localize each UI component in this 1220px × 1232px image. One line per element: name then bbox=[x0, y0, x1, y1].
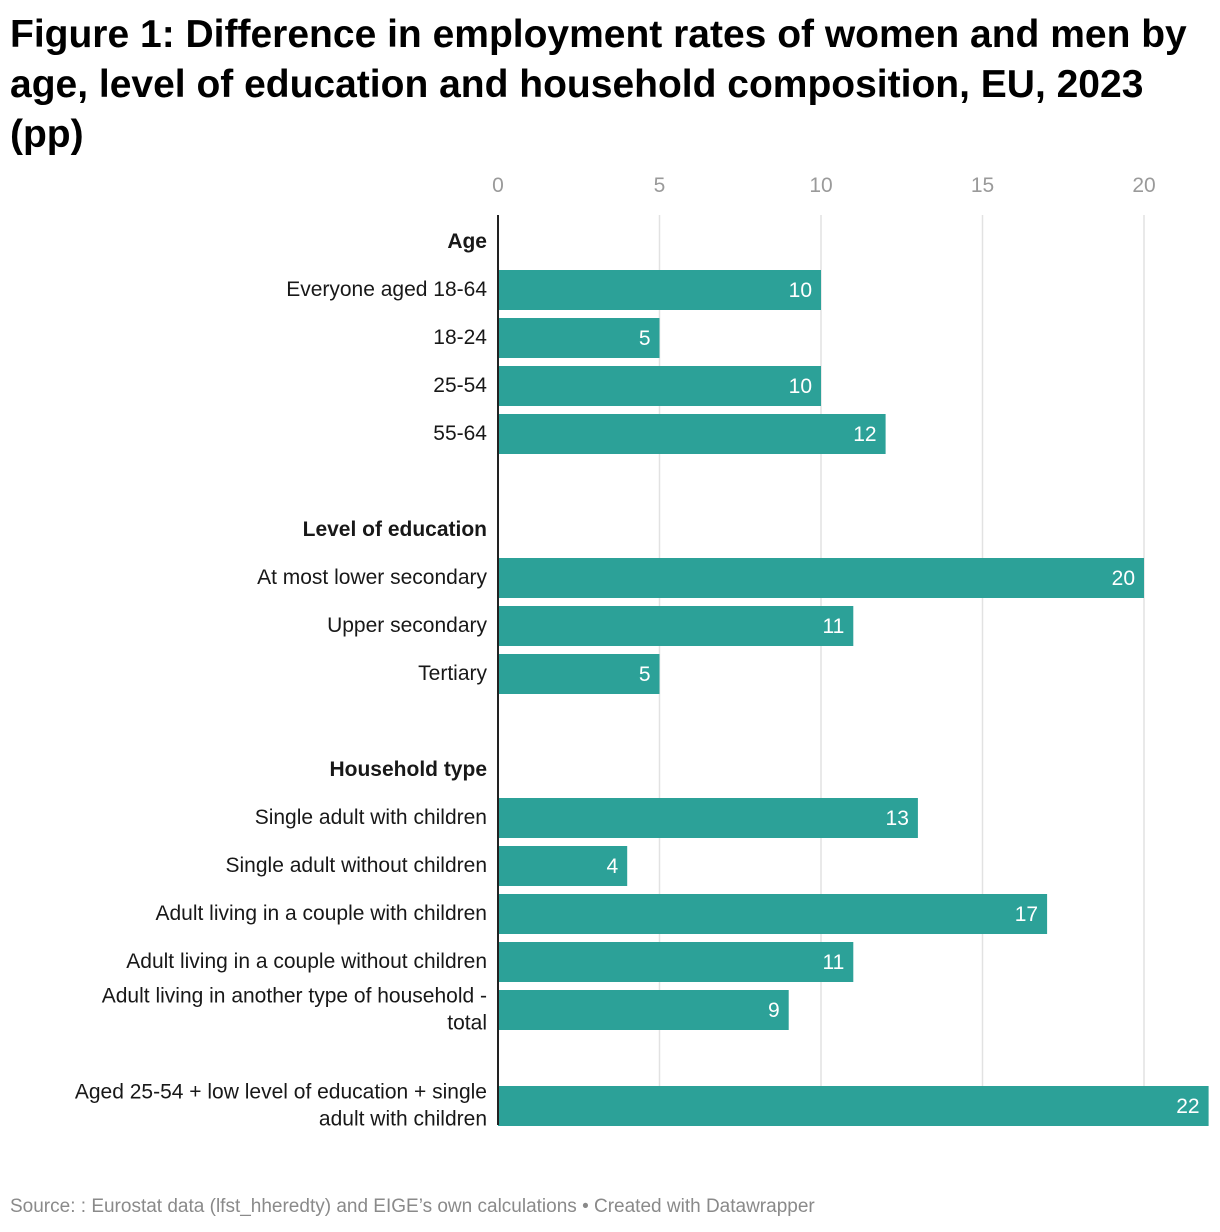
bar[interactable] bbox=[498, 942, 854, 982]
bar[interactable] bbox=[498, 606, 854, 646]
x-tick-label-15: 15 bbox=[971, 174, 994, 197]
bar-value-label: 11 bbox=[822, 951, 844, 974]
category-label: Everyone aged 18-64 bbox=[286, 278, 487, 301]
bar[interactable] bbox=[498, 1086, 1209, 1126]
chart-title: Figure 1: Difference in employment rates… bbox=[10, 13, 1187, 156]
bar-chart: 0 5 10 15 20 Age Everyone aged 18-64 10 18-24 5 25… bbox=[75, 174, 1209, 1131]
footer-separator: • bbox=[582, 1196, 589, 1217]
category-label: Upper secondary bbox=[327, 614, 487, 637]
category-label: total bbox=[447, 1012, 487, 1035]
bar-value-label: 9 bbox=[768, 999, 780, 1022]
bar[interactable] bbox=[498, 318, 660, 358]
group-header-label: Age bbox=[447, 230, 487, 253]
x-tick-label-10: 10 bbox=[809, 174, 832, 197]
source-note: Source: : Eurostat data (lfst_hheredty) … bbox=[10, 1196, 577, 1217]
category-label: 18-24 bbox=[433, 326, 487, 349]
x-tick-label-0: 0 bbox=[492, 174, 504, 197]
bar-value-label: 12 bbox=[853, 423, 876, 446]
category-label: Single adult with children bbox=[255, 806, 487, 829]
bar-value-label: 11 bbox=[822, 615, 844, 638]
bar-value-label: 13 bbox=[886, 807, 909, 830]
category-label: 25-54 bbox=[433, 374, 487, 397]
category-label: Adult living in a couple with children bbox=[155, 902, 487, 925]
bar[interactable] bbox=[498, 414, 886, 454]
x-tick-label-5: 5 bbox=[654, 174, 666, 197]
bar[interactable] bbox=[498, 270, 821, 310]
bar[interactable] bbox=[498, 798, 918, 838]
bar-value-label: 5 bbox=[639, 663, 651, 686]
bar-value-label: 22 bbox=[1176, 1095, 1199, 1118]
bar-value-label: 4 bbox=[607, 855, 619, 878]
category-label: Single adult without children bbox=[226, 854, 488, 877]
bar[interactable] bbox=[498, 894, 1048, 934]
category-label: Aged 25-54 + low level of education + si… bbox=[75, 1081, 487, 1104]
group-header-label: Household type bbox=[329, 758, 487, 781]
bar-value-label: 10 bbox=[789, 375, 812, 398]
x-tick-label-20: 20 bbox=[1132, 174, 1155, 197]
category-label: 55-64 bbox=[433, 422, 487, 445]
bar[interactable] bbox=[498, 846, 628, 886]
datawrapper-credit[interactable]: Created with Datawrapper bbox=[594, 1196, 815, 1217]
bar-value-label: 20 bbox=[1112, 567, 1135, 590]
bar-value-label: 10 bbox=[789, 279, 812, 302]
chart-footer: Source: : Eurostat data (lfst_hheredty) … bbox=[10, 1196, 815, 1218]
bar-value-label: 5 bbox=[639, 327, 651, 350]
category-label: Adult living in a couple without childre… bbox=[126, 950, 487, 973]
bar[interactable] bbox=[498, 654, 660, 694]
category-label: Adult living in another type of househol… bbox=[102, 985, 487, 1008]
bar[interactable] bbox=[498, 990, 789, 1030]
bar[interactable] bbox=[498, 558, 1144, 598]
category-label: Tertiary bbox=[418, 662, 487, 685]
category-label: At most lower secondary bbox=[257, 566, 487, 589]
category-label: adult with children bbox=[319, 1108, 487, 1131]
bar[interactable] bbox=[498, 366, 821, 406]
group-header-label: Level of education bbox=[303, 518, 487, 541]
bar-value-label: 17 bbox=[1015, 903, 1038, 926]
